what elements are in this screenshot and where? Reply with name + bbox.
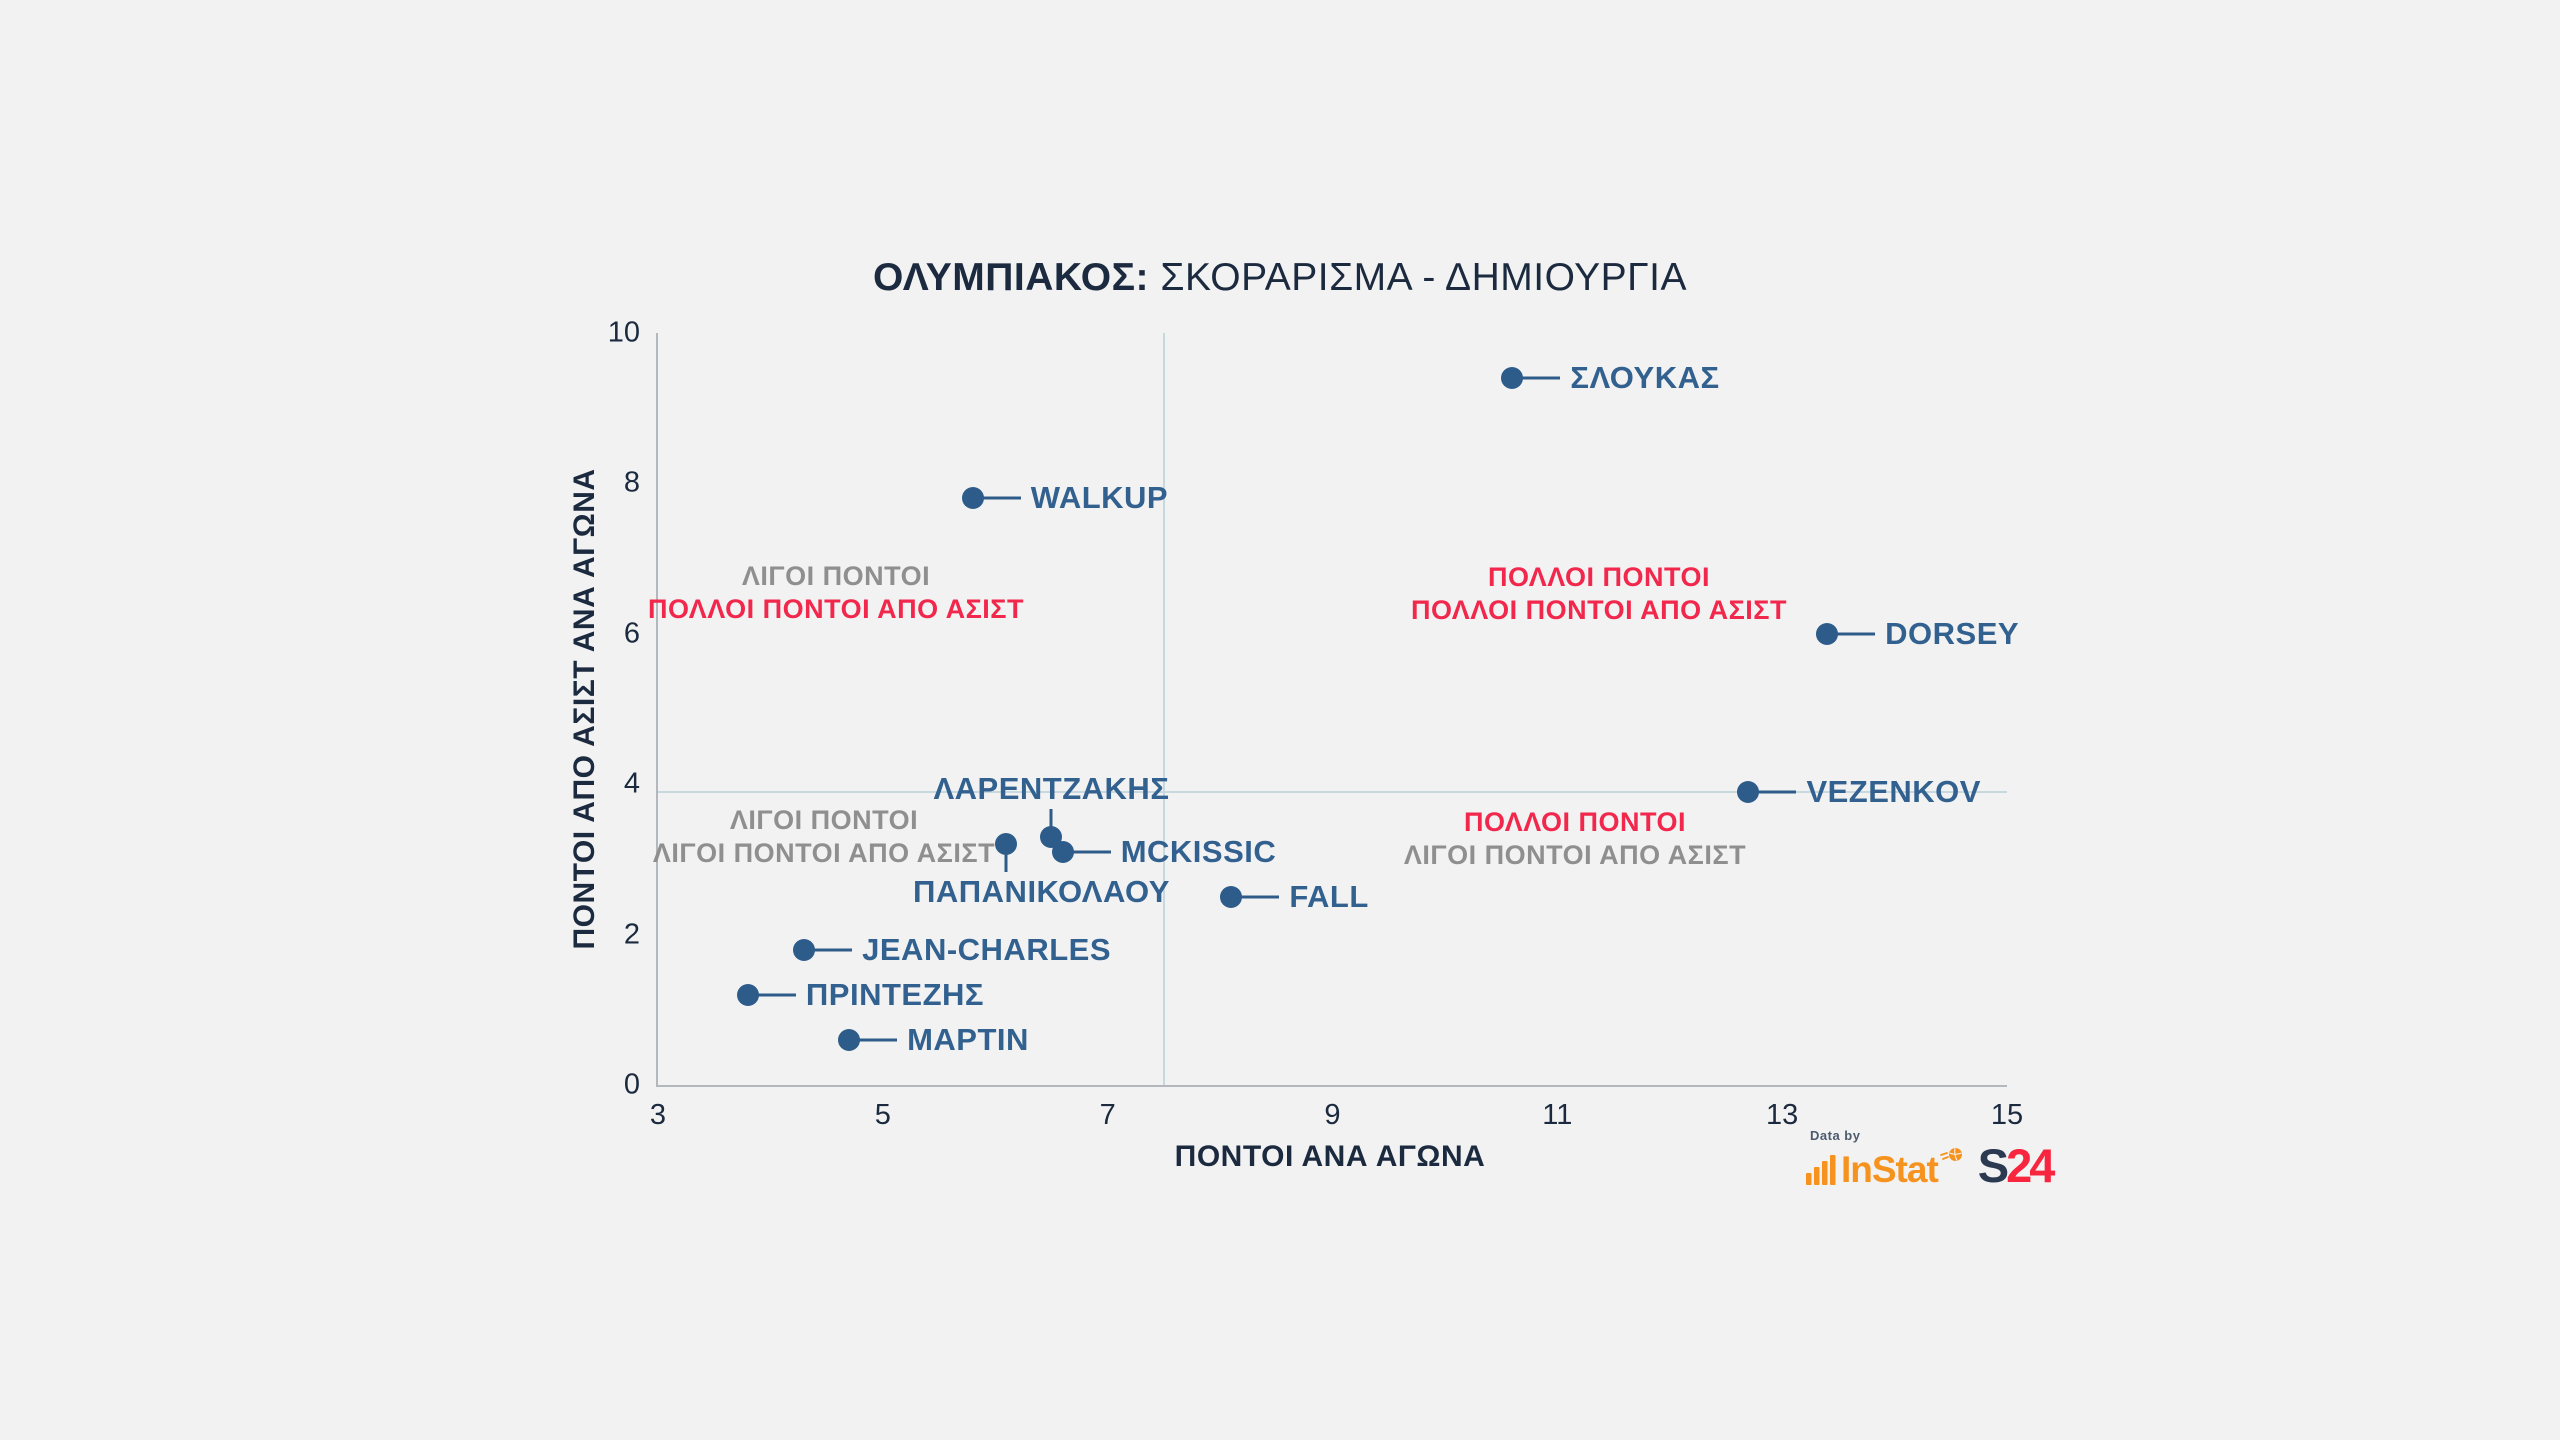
- point-connector: [1049, 808, 1053, 827]
- quadrant-label-line: ΠΟΛΛΟΙ ΠΟΝΤΟΙ ΑΠΟ ΑΣΙΣΤ: [1411, 595, 1787, 625]
- point-ΠΡΙΝΤΕΖΗΣ: [736, 983, 759, 1006]
- x-tick-5: 5: [874, 1099, 891, 1131]
- point-connector: [1837, 632, 1876, 636]
- chart-title-team: ΟΛΥΜΠΙΑΚΟΣ:: [872, 256, 1149, 299]
- quadrant-divider-vertical: [1162, 333, 1165, 1085]
- point-connector: [1004, 854, 1008, 873]
- point-label-JEAN-CHARLES: JEAN-CHARLES: [862, 931, 1111, 967]
- x-axis-title: ΠΟΝΤΟΙ ΑΝΑ ΑΓΩΝΑ: [1174, 1140, 1486, 1173]
- x-tick-7: 7: [1099, 1099, 1116, 1131]
- quadrant-divider-horizontal: [658, 790, 2007, 793]
- x-tick-11: 11: [1542, 1099, 1573, 1131]
- x-tick-3: 3: [649, 1099, 667, 1131]
- point-connector: [757, 993, 796, 997]
- s24-letter-s: S: [1977, 1139, 2009, 1193]
- y-tick-10: 10: [607, 316, 640, 349]
- point-VEZENKOV: [1737, 780, 1760, 803]
- quadrant-label-line: ΛΙΓΟΙ ΠΟΝΤΟΙ: [741, 561, 931, 591]
- point-label-ΛΑΡΕΝΤΖΑΚΗΣ: ΛΑΡΕΝΤΖΑΚΗΣ: [933, 770, 1170, 806]
- point-connector: [982, 496, 1021, 500]
- instat-logo: InStat: [1806, 1145, 1964, 1190]
- x-tick-9: 9: [1324, 1099, 1341, 1131]
- bar-chart-icon: [1806, 1154, 1838, 1185]
- y-tick-2: 2: [623, 918, 640, 951]
- point-ΠΑΠΑΝΙΚΟΛΑΟΥ: [995, 833, 1018, 856]
- point-connector: [1072, 850, 1111, 854]
- point-connector: [1241, 895, 1280, 899]
- data-by-label: Data by: [1810, 1128, 1861, 1143]
- quadrant-label-line: ΠΟΛΛΟΙ ΠΟΝΤΟΙ: [1463, 807, 1687, 837]
- point-ΜΑΡΤΙΝ: [838, 1028, 861, 1051]
- quadrant-label-top-right: ΠΟΛΛΟΙ ΠΟΝΤΟΙ ΠΟΛΛΟΙ ΠΟΝΤΟΙ ΑΠΟ ΑΣΙΣΤ: [1411, 561, 1787, 627]
- s24-logo: S24: [1978, 1142, 2056, 1189]
- quadrant-label-line: ΛΙΓΟΙ ΠΟΝΤΟΙ ΑΠΟ ΑΣΙΣΤ: [1403, 840, 1747, 870]
- y-tick-4: 4: [623, 767, 640, 800]
- chart-title-subtitle: ΣΚΟΡΑΡΙΣΜΑ - ΔΗΜΙΟΥΡΓΙΑ: [1149, 256, 1688, 299]
- y-tick-0: 0: [623, 1068, 640, 1101]
- point-label-DORSEY: DORSEY: [1885, 615, 2020, 651]
- quadrant-label-bottom-right: ΠΟΛΛΟΙ ΠΟΝΤΟΙ ΛΙΓΟΙ ΠΟΝΤΟΙ ΑΠΟ ΑΣΙΣΤ: [1404, 806, 1746, 872]
- quadrant-label-line: ΛΙΓΟΙ ΠΟΝΤΟΙ ΑΠΟ ΑΣΙΣΤ: [652, 838, 996, 868]
- y-axis-title: ΠΟΝΤΟΙ ΑΠΟ ΑΣΙΣΤ ΑΝΑ ΑΓΩΝΑ: [568, 468, 601, 950]
- point-WALKUP: [961, 487, 984, 510]
- point-connector: [859, 1038, 898, 1042]
- plot-area: ΛΙΓΟΙ ΠΟΝΤΟΙ ΠΟΛΛΟΙ ΠΟΝΤΟΙ ΑΠΟ ΑΣΙΣΤ ΠΟΛΛΟ…: [608, 317, 2023, 1132]
- quadrant-label-bottom-left: ΛΙΓΟΙ ΠΟΝΤΟΙ ΛΙΓΟΙ ΠΟΝΤΟΙ ΑΠΟ ΑΣΙΣΤ: [653, 804, 995, 870]
- y-tick-6: 6: [623, 617, 640, 650]
- point-label-ΠΑΠΑΝΙΚΟΛΑΟΥ: ΠΑΠΑΝΙΚΟΛΑΟΥ: [913, 874, 1170, 910]
- point-label-ΠΡΙΝΤΕΖΗΣ: ΠΡΙΝΤΕΖΗΣ: [805, 976, 985, 1012]
- point-connector: [1758, 790, 1797, 794]
- chart-title: ΟΛΥΜΠΙΑΚΟΣ: ΣΚΟΡΑΡΙΣΜΑ - ΔΗΜΙΟΥΡΓΙΑ: [0, 256, 2560, 300]
- quadrant-label-top-left: ΛΙΓΟΙ ΠΟΝΤΟΙ ΠΟΛΛΟΙ ΠΟΝΤΟΙ ΑΠΟ ΑΣΙΣΤ: [648, 560, 1024, 626]
- point-label-WALKUP: WALKUP: [1030, 480, 1169, 516]
- y-tick-8: 8: [623, 466, 640, 499]
- point-JEAN-CHARLES: [793, 938, 816, 961]
- point-ΣΛΟΥΚΑΣ: [1501, 367, 1524, 390]
- point-label-FALL: FALL: [1289, 879, 1369, 914]
- point-connector: [1522, 376, 1561, 380]
- quadrant-label-line: ΠΟΛΛΟΙ ΠΟΝΤΟΙ: [1487, 562, 1711, 592]
- x-tick-15: 15: [1990, 1099, 2024, 1131]
- point-MCKISSIC: [1051, 840, 1074, 863]
- point-DORSEY: [1816, 622, 1839, 645]
- basketball-icon: [1939, 1145, 1964, 1167]
- point-connector: [814, 948, 853, 952]
- point-label-ΜΑΡΤΙΝ: ΜΑΡΤΙΝ: [907, 1021, 1029, 1057]
- point-label-VEZENKOV: VEZENKOV: [1806, 773, 1981, 809]
- attribution: Data by InStat: [1806, 1128, 2056, 1190]
- quadrant-label-line: ΠΟΛΛΟΙ ΠΟΝΤΟΙ ΑΠΟ ΑΣΙΣΤ: [648, 594, 1024, 624]
- x-tick-13: 13: [1766, 1099, 1799, 1131]
- point-label-ΣΛΟΥΚΑΣ: ΣΛΟΥΚΑΣ: [1570, 360, 1720, 396]
- quadrant-label-line: ΛΙΓΟΙ ΠΟΝΤΟΙ: [729, 805, 919, 835]
- instat-wordmark: InStat: [1841, 1148, 1939, 1190]
- point-FALL: [1220, 886, 1243, 908]
- s24-number-24: 24: [2006, 1139, 2055, 1193]
- point-label-MCKISSIC: MCKISSIC: [1120, 833, 1277, 869]
